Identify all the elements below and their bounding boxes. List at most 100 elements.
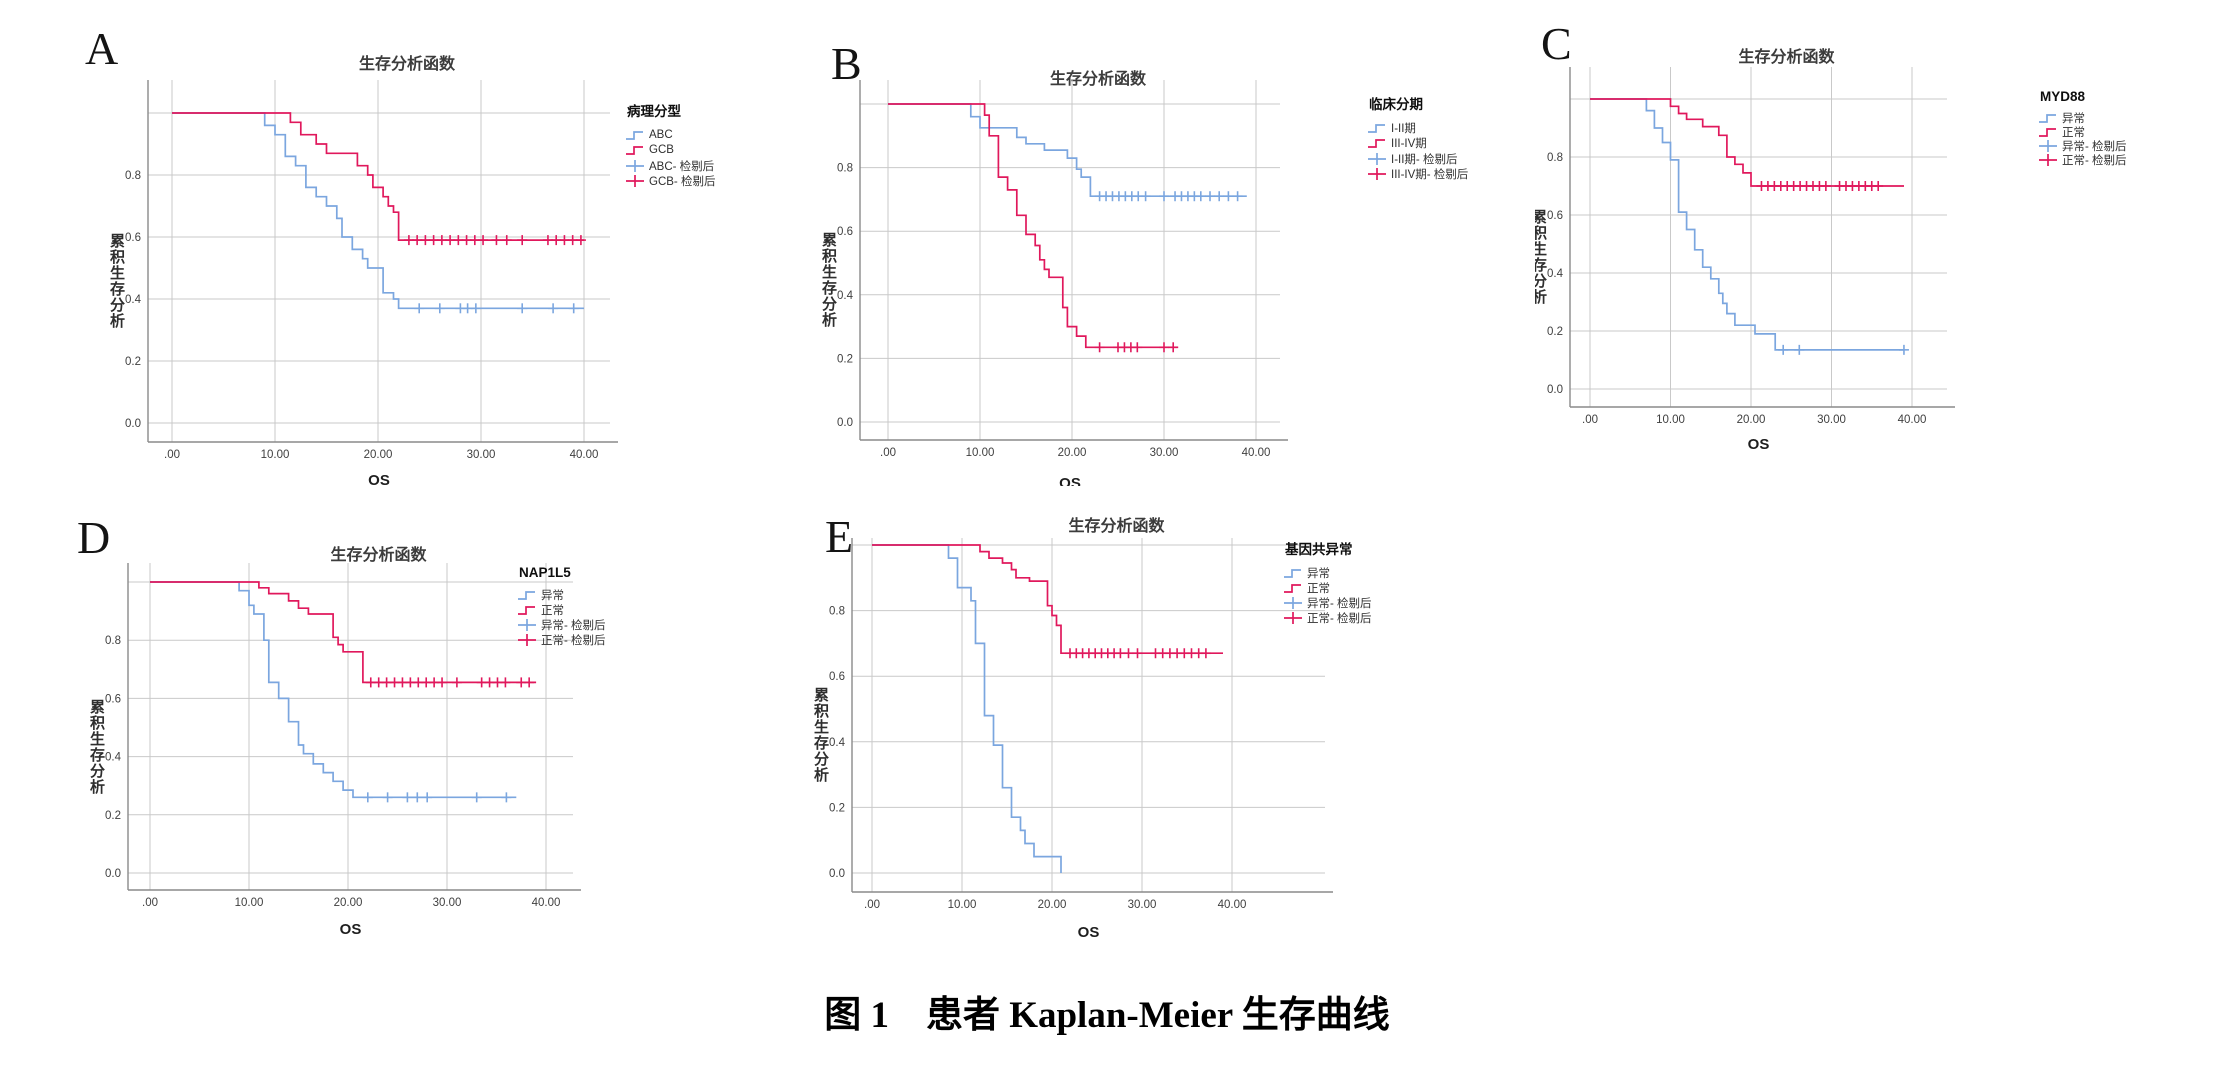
legend: NAP1L5 异常 正常 异常- 检剔后 正常- 检剔后: [517, 565, 606, 647]
legend-step-icon: [518, 590, 535, 600]
y-tick-label: 0.8: [829, 606, 845, 618]
y-tick-label: 0.4: [105, 752, 122, 764]
legend-censored-plus-icon: [1368, 152, 1386, 165]
y-axis-label: 累积生存分析: [812, 687, 829, 783]
legend: MYD88 异常 正常 异常- 检剔后 正常- 检剔后: [2038, 89, 2127, 167]
x-axis-label: OS: [339, 921, 362, 938]
km-curve-正常: [1590, 98, 1904, 187]
x-tick-label: .00: [864, 899, 880, 911]
panel-label: C: [1541, 18, 1572, 69]
x-tick-label: 40.00: [1242, 447, 1271, 459]
legend-item: GCB: [625, 143, 715, 159]
figure-caption: 图 1 患者 Kaplan-Meier 生存曲线: [824, 995, 1390, 1036]
legend: 基因共异常 异常 正常 异常- 检剔后 正常- 检剔后: [1283, 538, 1372, 625]
legend-item: 正常: [1283, 580, 1372, 595]
legend-item-label: 异常: [2062, 113, 2085, 125]
legend-step-icon: [1284, 568, 1301, 578]
panel-label: E: [825, 511, 854, 562]
legend-item-label: GCB: [649, 144, 674, 157]
legend-item-label: 正常- 检剔后: [541, 634, 606, 647]
legend-title: 临床分期: [1369, 97, 1423, 112]
x-axis-label: OS: [1059, 475, 1081, 486]
y-tick-label: 0.4: [125, 294, 142, 306]
y-tick-label: 0.2: [125, 356, 141, 368]
y-tick-label: 0.4: [1547, 268, 1564, 280]
chart-title: 生存分析函数: [1738, 49, 1835, 66]
legend-item: ABC: [625, 127, 715, 143]
x-tick-label: 20.00: [364, 449, 393, 461]
y-tick-label: 0.8: [837, 163, 853, 175]
legend-item: I-II期: [1367, 120, 1468, 136]
y-tick-label: 0.2: [837, 353, 853, 365]
y-tick-label: 0.0: [829, 868, 845, 880]
x-tick-label: 20.00: [334, 897, 363, 909]
legend-item-label: 异常- 检剔后: [2062, 141, 2127, 153]
legend-item-label: ABC- 检剔后: [649, 160, 715, 173]
legend-item: III-IV期- 检剔后: [1367, 167, 1468, 183]
x-tick-label: 10.00: [948, 899, 977, 911]
panel-c: C 生存分析函数 累积生存分析 .00 10.00 20.00 30.00 40.00 0…: [1535, 15, 2214, 463]
x-tick-label: 40.00: [570, 449, 599, 461]
x-tick-label: 30.00: [1817, 414, 1846, 426]
y-axis-label: 累积生存分析: [108, 233, 125, 329]
km-curve-正常: [150, 581, 537, 684]
x-tick-label: 30.00: [1128, 899, 1157, 911]
legend-step-icon: [1368, 123, 1385, 133]
y-tick-label: 0.2: [1547, 326, 1563, 338]
legend-censored-plus-icon: [626, 175, 644, 188]
x-axis-label: OS: [1077, 924, 1100, 941]
legend-item: 异常: [517, 587, 606, 602]
x-tick-label: 30.00: [433, 897, 462, 909]
panel-label: B: [831, 38, 862, 89]
legend-item: 异常: [1283, 565, 1372, 580]
y-tick-label: 0.0: [1547, 384, 1563, 396]
legend-title: 病理分型: [627, 104, 681, 119]
x-tick-label: 40.00: [532, 897, 561, 909]
legend-items: I-II期 III-IV期 I-II期- 检剔后 III-IV期- 检剔后: [1367, 120, 1468, 182]
legend-censored-plus-icon: [1284, 596, 1302, 609]
y-tick-label: 0.0: [837, 417, 853, 429]
legend-item-label: 异常- 检剔后: [1307, 597, 1372, 610]
y-tick-label: 0.6: [829, 671, 845, 683]
y-tick-label: 0.6: [837, 226, 853, 238]
legend-items: 异常 正常 异常- 检剔后 正常- 检剔后: [1283, 565, 1372, 625]
y-tick-label: 0.8: [105, 635, 121, 647]
x-tick-label: 10.00: [1656, 414, 1685, 426]
legend-item: 异常- 检剔后: [2038, 139, 2127, 153]
km-plot: .00 10.00 20.00 30.00 40.00 0.0 0.2 0.4 0.6 0.8: [837, 80, 1288, 459]
x-axis-label: OS: [1747, 436, 1770, 453]
legend-censored-plus-icon: [1284, 611, 1302, 624]
legend: 病理分型 ABC GCB ABC- 检剔后 GCB- 检剔后: [625, 100, 715, 189]
legend-item: GCB- 检剔后: [625, 174, 715, 190]
legend-step-icon: [626, 146, 643, 156]
km-curve-III-IV期: [888, 103, 1178, 349]
legend-censored-plus-icon: [2039, 140, 2057, 152]
legend-item-label: ABC: [649, 128, 673, 141]
y-tick-label: 0.0: [105, 868, 121, 880]
legend-item-label: I-II期: [1391, 122, 1416, 135]
x-axis-label: OS: [368, 472, 390, 489]
legend-item-label: 正常: [2062, 127, 2085, 139]
x-tick-label: 10.00: [966, 447, 995, 459]
panel-a: A 生存分析函数 累积生存分析 .00 10.00 20.00 30.00 40.00 0…: [75, 20, 775, 498]
y-tick-label: 0.8: [125, 170, 141, 182]
y-tick-label: 0.0: [125, 418, 141, 430]
panel-b: B 生存分析函数 累积生存分析 .00 10.00 20.00 30.00 40.00 0…: [815, 25, 1515, 486]
x-tick-label: 20.00: [1058, 447, 1087, 459]
km-curve-异常: [872, 544, 1062, 873]
x-tick-label: 40.00: [1898, 414, 1927, 426]
legend-items: ABC GCB ABC- 检剔后 GCB- 检剔后: [625, 127, 715, 189]
legend-title: 基因共异常: [1285, 542, 1353, 557]
legend-censored-plus-icon: [2039, 154, 2057, 166]
legend-step-icon: [1368, 139, 1385, 149]
x-tick-label: 30.00: [467, 449, 496, 461]
y-tick-label: 0.2: [829, 802, 845, 814]
legend-step-icon: [1284, 583, 1301, 593]
legend-step-icon: [2039, 114, 2056, 123]
km-curve-正常: [872, 544, 1223, 655]
panel-label: D: [77, 515, 111, 563]
y-tick-label: 0.2: [105, 810, 121, 822]
legend-item: ABC- 检剔后: [625, 158, 715, 174]
y-tick-label: 0.6: [125, 232, 141, 244]
km-curve-ABC: [172, 112, 584, 310]
